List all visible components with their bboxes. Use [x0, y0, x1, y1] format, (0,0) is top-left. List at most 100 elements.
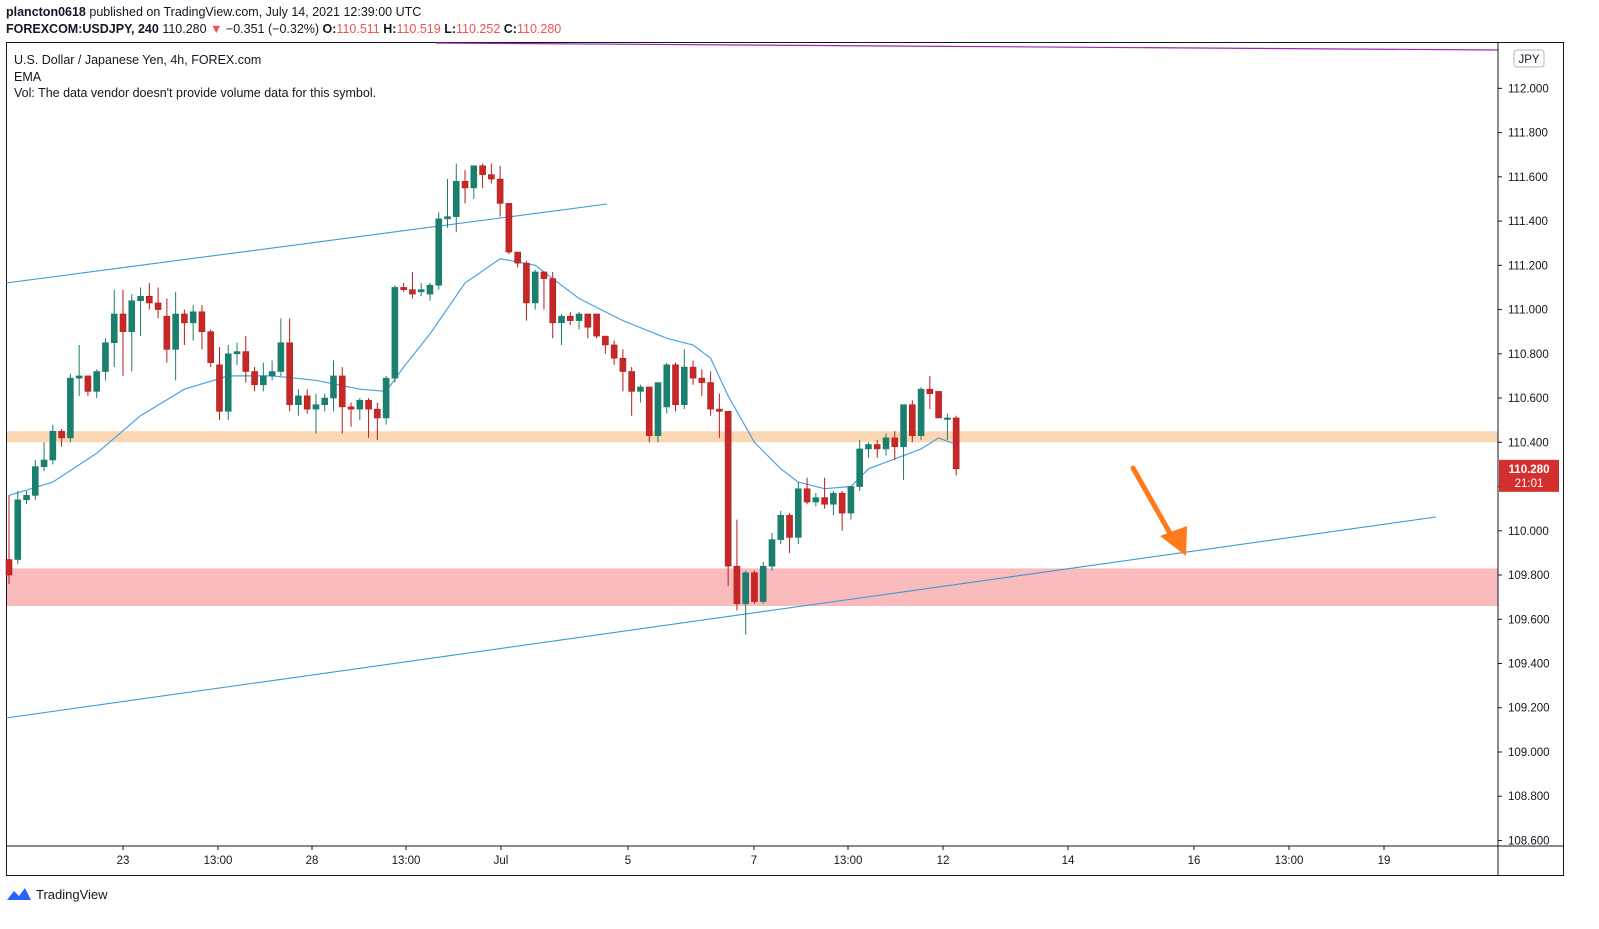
candle-up [847, 486, 855, 514]
candle-up [680, 366, 688, 405]
candle-down [891, 437, 899, 448]
published-text: published on TradingView.com, July 14, 2… [89, 5, 422, 19]
candle-down [514, 251, 521, 264]
candle-up [128, 300, 136, 332]
candle-up [172, 313, 179, 350]
candle-down [672, 364, 679, 405]
candle-down [716, 408, 723, 412]
resistance-zone[interactable] [7, 431, 1498, 443]
currency-badge[interactable] [1513, 49, 1545, 68]
price-tick-label: 109.200 [1508, 703, 1550, 715]
chart-header: plancton0618 published on TradingView.co… [6, 4, 1596, 40]
candle-down [698, 377, 706, 383]
candle-up [93, 371, 100, 392]
candle-up [944, 417, 951, 420]
candle-up [75, 375, 83, 379]
time-tick-label: Jul [494, 855, 509, 867]
time-tick-label: 13:00 [1275, 855, 1304, 867]
candle-down [707, 382, 714, 410]
chart-frame[interactable] [6, 42, 1564, 876]
ema-line[interactable] [8, 258, 957, 496]
price-tick-label: 111.200 [1508, 260, 1548, 272]
arrow-head-icon[interactable] [1160, 526, 1187, 556]
candle-up [110, 313, 118, 344]
candle-down [803, 488, 811, 503]
candle-down [479, 165, 486, 175]
candle-up [575, 313, 583, 321]
candle-up [277, 342, 285, 372]
time-tick-label: 28 [306, 855, 319, 867]
candle-down [909, 404, 916, 436]
time-tick-label: 12 [937, 855, 950, 867]
time-tick-label: 7 [751, 855, 757, 867]
candle-down [146, 295, 153, 304]
time-tick-label: 23 [117, 855, 130, 867]
candle-down [154, 302, 162, 310]
volume-indicator-label[interactable]: Vol: The data vendor doesn't provide vol… [14, 86, 377, 100]
candle-down [935, 391, 942, 419]
publish-line: plancton0618 published on TradingView.co… [6, 4, 1596, 21]
candle-down [181, 313, 188, 324]
candle-down [593, 313, 600, 337]
candle-up [102, 342, 109, 372]
brand-name[interactable]: TradingView [36, 886, 108, 902]
current-price-tag[interactable] [1499, 459, 1559, 492]
candle-down [873, 444, 881, 450]
candle-up [917, 388, 925, 436]
series-title[interactable]: U.S. Dollar / Japanese Yen, 4h, FOREX.co… [14, 53, 262, 67]
high-value: 110.519 [396, 22, 441, 36]
candle-up [444, 216, 451, 220]
candle-down [409, 289, 416, 295]
candle-up [531, 271, 539, 304]
candle-down [952, 417, 960, 470]
candle-up [356, 399, 364, 410]
candle-up [759, 565, 767, 602]
time-tick-label: 13:00 [392, 855, 421, 867]
price-tick-label: 109.800 [1508, 570, 1550, 582]
close-value: 110.280 [516, 22, 562, 36]
candle-down [821, 497, 828, 505]
open-label: O: [322, 22, 337, 36]
price-tick-label: 111.000 [1508, 305, 1548, 317]
low-value: 110.252 [456, 22, 501, 36]
lower-trendline[interactable] [5, 516, 1437, 719]
candle-up [470, 165, 478, 189]
candle-down [786, 514, 793, 538]
author-name[interactable]: plancton0618 [6, 5, 86, 19]
candle-down [549, 278, 557, 324]
arrow-shaft[interactable] [1130, 465, 1178, 545]
candle-up [777, 514, 785, 540]
candle-up [435, 218, 443, 286]
chart-legend: U.S. Dollar / Japanese Yen, 4h, FOREX.co… [14, 52, 376, 102]
candle-down [163, 315, 171, 350]
price-tick-label: 109.600 [1508, 614, 1550, 626]
candle-up [558, 315, 565, 324]
symbol-label[interactable]: FOREXCOM:USDJPY, 240 [6, 22, 159, 36]
candle-up [452, 180, 460, 217]
high-label: H: [383, 22, 397, 36]
candle-up [900, 404, 907, 448]
ema-indicator-label[interactable]: EMA [14, 69, 42, 84]
currency-label: JPY [1518, 54, 1539, 66]
candle-up [382, 377, 390, 419]
candle-down [365, 399, 372, 410]
candle-up [742, 572, 749, 605]
candle-down [347, 406, 355, 410]
price-tick-label: 111.600 [1508, 172, 1548, 184]
time-tick-label: 13:00 [834, 855, 863, 867]
candle-up [654, 382, 662, 436]
upper-trendline[interactable] [5, 203, 608, 284]
candle-up [637, 386, 644, 392]
time-tick-label: 5 [625, 855, 631, 867]
purple-trendline[interactable] [435, 42, 1499, 51]
candle-down [286, 342, 293, 405]
candle-down [303, 395, 311, 410]
candle-up [312, 404, 320, 410]
candle-down [689, 366, 697, 379]
candle-down [610, 344, 618, 359]
price-tick-label: 108.600 [1508, 835, 1550, 847]
footer-brand: TradingView [6, 884, 108, 904]
price-tick-label: 110.000 [1508, 526, 1549, 538]
time-tick-label: 16 [1188, 855, 1201, 867]
